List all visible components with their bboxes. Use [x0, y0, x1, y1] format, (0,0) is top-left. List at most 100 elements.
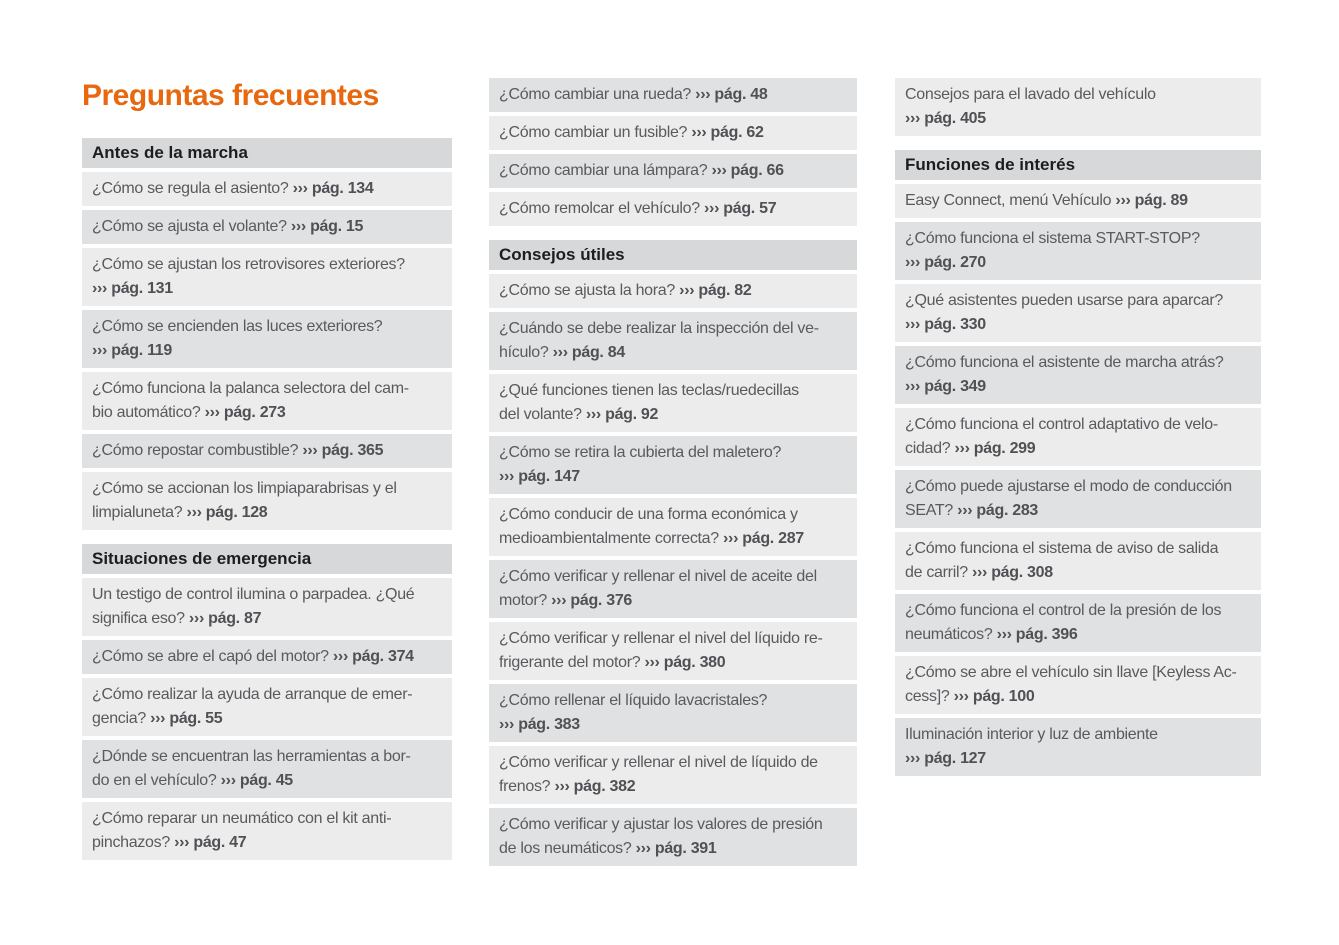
faq-item: ¿Cómo cambiar un fusible? ››› pág. 62 [489, 116, 857, 150]
page-reference[interactable]: ››› pág. 15 [290, 218, 364, 235]
question-text: ¿Cómo se regula el asiento? [92, 180, 289, 197]
page-reference[interactable]: ››› pág. 396 [996, 626, 1078, 643]
faq-item: ¿Cómo reparar un neumático con el kit an… [82, 802, 452, 860]
question-text: ¿Cómo reparar un neumático con el kit an… [92, 810, 392, 851]
column-3: Consejos para el lavado del vehículo ›››… [895, 78, 1261, 780]
page-reference[interactable]: ››› pág. 127 [905, 750, 986, 767]
question-text: ¿Cómo verificar y ajustar los valores de… [499, 816, 823, 857]
faq-item: ¿Cómo rellenar el líquido lavacristales?… [489, 684, 857, 742]
question-text: ¿Cómo cambiar una lámpara? [499, 162, 708, 179]
page-reference[interactable]: ››› pág. 119 [92, 342, 172, 359]
page-reference[interactable]: ››› pág. 82 [679, 282, 752, 299]
page-reference[interactable]: ››› pág. 89 [1115, 192, 1188, 209]
section-header: Funciones de interés [895, 150, 1261, 180]
question-text: ¿Cómo se accionan los limpiaparabrisas y… [92, 480, 397, 521]
page-reference[interactable]: ››› pág. 391 [635, 840, 717, 857]
page-reference[interactable]: ››› pág. 62 [691, 124, 764, 141]
question-text: ¿Cómo puede ajustarse el modo de conducc… [905, 478, 1232, 519]
question-text: Easy Connect, menú Vehículo [905, 192, 1112, 209]
page-reference[interactable]: ››› pág. 57 [704, 200, 777, 217]
page-reference[interactable]: ››› pág. 45 [220, 772, 294, 789]
question-text: ¿Cómo conducir de una forma económica y … [499, 506, 798, 547]
question-text: ¿Cómo se abre el vehículo sin llave [Key… [905, 664, 1237, 705]
faq-item: ¿Cómo funciona el sistema de aviso de sa… [895, 532, 1261, 590]
faq-item: ¿Cómo repostar combustible? ››› pág. 365 [82, 434, 452, 468]
faq-item: ¿Cómo funciona la palanca selectora del … [82, 372, 452, 430]
question-text: ¿Cómo verificar y rellenar el nivel del … [499, 630, 823, 671]
column-2: ¿Cómo cambiar una rueda? ››› pág. 48 ¿Cóm… [489, 78, 857, 870]
page-reference[interactable]: ››› pág. 55 [150, 710, 223, 727]
page-reference[interactable]: ››› pág. 382 [554, 778, 636, 795]
page-reference[interactable]: ››› pág. 383 [499, 716, 580, 733]
page-reference[interactable]: ››› pág. 134 [292, 180, 374, 197]
question-text: ¿Cómo funciona el asistente de marcha at… [905, 354, 1224, 371]
faq-item: ¿Cómo verificar y rellenar el nivel de l… [489, 746, 857, 804]
page-reference[interactable]: ››› pág. 283 [957, 502, 1039, 519]
column-1: Preguntas frecuentes Antes de la marcha ¿… [82, 78, 452, 864]
page-reference[interactable]: ››› pág. 330 [905, 316, 986, 333]
faq-item: ¿Cómo se ajusta la hora? ››› pág. 82 [489, 274, 857, 308]
faq-item: ¿Cómo se abre el vehículo sin llave [Key… [895, 656, 1261, 714]
faq-item: ¿Cómo verificar y ajustar los valores de… [489, 808, 857, 866]
question-text: ¿Cómo cambiar un fusible? [499, 124, 688, 141]
question-text: ¿Cómo se abre el capó del motor? [92, 648, 329, 665]
faq-item: ¿Cuándo se debe realizar la inspección d… [489, 312, 857, 370]
page-reference[interactable]: ››› pág. 380 [644, 654, 726, 671]
question-text: ¿Cómo se ajusta la hora? [499, 282, 676, 299]
question-text: ¿Cuándo se debe realizar la inspección d… [499, 320, 819, 361]
faq-item: ¿Cómo cambiar una lámpara? ››› pág. 66 [489, 154, 857, 188]
page-reference[interactable]: ››› pág. 349 [905, 378, 986, 395]
question-text: ¿Cómo cambiar una rueda? [499, 86, 692, 103]
faq-item: ¿Qué asistentes pueden usarse para aparc… [895, 284, 1261, 342]
faq-item: ¿Cómo verificar y rellenar el nivel de a… [489, 560, 857, 618]
faq-item: ¿Cómo se ajusta el volante? ››› pág. 15 [82, 210, 452, 244]
faq-item: Consejos para el lavado del vehículo ›››… [895, 78, 1261, 136]
faq-item: ¿Dónde se encuentran las herramientas a … [82, 740, 452, 798]
page-reference[interactable]: ››› pág. 376 [551, 592, 633, 609]
faq-item: Un testigo de control ilumina o parpadea… [82, 578, 452, 636]
page-reference[interactable]: ››› pág. 92 [585, 406, 659, 423]
section-header: Consejos útiles [489, 240, 857, 270]
faq-item: ¿Cómo verificar y rellenar el nivel del … [489, 622, 857, 680]
page-reference[interactable]: ››› pág. 374 [332, 648, 414, 665]
page-reference[interactable]: ››› pág. 308 [971, 564, 1053, 581]
question-text: ¿Cómo se ajustan los retrovisores exteri… [92, 256, 405, 273]
faq-item: ¿Cómo conducir de una forma económica y … [489, 498, 857, 556]
section-header: Situaciones de emergencia [82, 544, 452, 574]
page-reference[interactable]: ››› pág. 66 [711, 162, 784, 179]
page-reference[interactable]: ››› pág. 299 [954, 440, 1036, 457]
faq-item: ¿Cómo remolcar el vehículo? ››› pág. 57 [489, 192, 857, 226]
faq-item: ¿Cómo se abre el capó del motor? ››› pág… [82, 640, 452, 674]
question-text: ¿Cómo se ajusta el volante? [92, 218, 287, 235]
question-text: ¿Cómo funciona la palanca selectora del … [92, 380, 409, 421]
page-reference[interactable]: ››› pág. 48 [695, 86, 768, 103]
question-text: Un testigo de control ilumina o parpadea… [92, 586, 415, 627]
faq-item: Iluminación interior y luz de ambiente ›… [895, 718, 1261, 776]
page-reference[interactable]: ››› pág. 100 [953, 688, 1035, 705]
faq-item: ¿Cómo funciona el control adaptativo de … [895, 408, 1261, 466]
page-reference[interactable]: ››› pág. 47 [174, 834, 247, 851]
page-reference[interactable]: ››› pág. 128 [186, 504, 268, 521]
page-reference[interactable]: ››› pág. 287 [723, 530, 804, 547]
faq-item: ¿Cómo se ajustan los retrovisores exteri… [82, 248, 452, 306]
faq-item: ¿Qué funciones tienen las teclas/ruedeci… [489, 374, 857, 432]
page-reference[interactable]: ››› pág. 273 [204, 404, 286, 421]
faq-item: ¿Cómo funciona el asistente de marcha at… [895, 346, 1261, 404]
question-text: ¿Cómo realizar la ayuda de arranque de e… [92, 686, 413, 727]
question-text: ¿Cómo se encienden las luces exteriores? [92, 318, 383, 335]
question-text: ¿Cómo remolcar el vehículo? [499, 200, 700, 217]
page-reference[interactable]: ››› pág. 87 [188, 610, 262, 627]
faq-item: ¿Cómo funciona el sistema START-STOP? ››… [895, 222, 1261, 280]
faq-item: ¿Cómo cambiar una rueda? ››› pág. 48 [489, 78, 857, 112]
page-reference[interactable]: ››› pág. 147 [499, 468, 580, 485]
page-reference[interactable]: ››› pág. 84 [552, 344, 626, 361]
question-text: ¿Cómo funciona el control de la presión … [905, 602, 1222, 643]
page-reference[interactable]: ››› pág. 365 [302, 442, 384, 459]
page-reference[interactable]: ››› pág. 131 [92, 280, 173, 297]
page-reference[interactable]: ››› pág. 270 [905, 254, 986, 271]
section-header: Antes de la marcha [82, 138, 452, 168]
question-text: ¿Qué funciones tienen las teclas/ruedeci… [499, 382, 799, 423]
page-reference[interactable]: ››› pág. 405 [905, 110, 986, 127]
faq-item: ¿Cómo se accionan los limpiaparabrisas y… [82, 472, 452, 530]
question-text: ¿Dónde se encuentran las herramientas a … [92, 748, 411, 789]
